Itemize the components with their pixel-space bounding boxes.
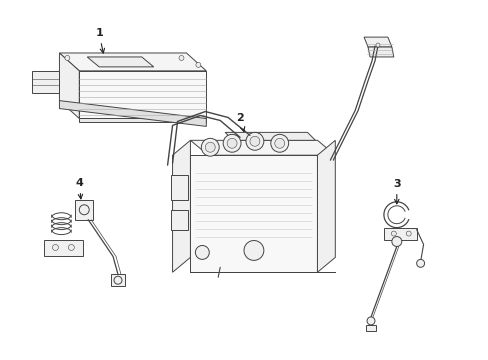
Circle shape bbox=[249, 136, 259, 146]
Circle shape bbox=[196, 62, 201, 67]
Text: 4: 4 bbox=[75, 178, 83, 199]
Polygon shape bbox=[364, 37, 391, 47]
Circle shape bbox=[270, 134, 288, 152]
Polygon shape bbox=[32, 71, 60, 93]
Text: 3: 3 bbox=[392, 179, 400, 204]
Polygon shape bbox=[79, 71, 206, 118]
Polygon shape bbox=[79, 118, 206, 122]
Circle shape bbox=[79, 205, 89, 215]
Circle shape bbox=[245, 132, 264, 150]
Circle shape bbox=[406, 231, 410, 236]
Text: 1: 1 bbox=[95, 28, 104, 53]
Circle shape bbox=[391, 237, 401, 247]
Circle shape bbox=[223, 134, 241, 152]
Polygon shape bbox=[43, 239, 83, 256]
Circle shape bbox=[201, 138, 219, 156]
Polygon shape bbox=[87, 57, 153, 67]
Polygon shape bbox=[170, 175, 188, 200]
Polygon shape bbox=[367, 47, 393, 57]
Circle shape bbox=[179, 55, 183, 60]
Circle shape bbox=[366, 317, 374, 325]
Circle shape bbox=[205, 142, 215, 152]
Polygon shape bbox=[60, 53, 206, 71]
Polygon shape bbox=[75, 200, 93, 220]
Polygon shape bbox=[317, 140, 335, 272]
Polygon shape bbox=[111, 274, 124, 286]
Circle shape bbox=[375, 43, 379, 47]
Circle shape bbox=[52, 244, 59, 251]
Polygon shape bbox=[383, 228, 416, 239]
Polygon shape bbox=[190, 155, 317, 272]
Circle shape bbox=[226, 138, 237, 148]
Circle shape bbox=[274, 138, 284, 148]
Polygon shape bbox=[190, 140, 335, 155]
Circle shape bbox=[244, 240, 264, 260]
Circle shape bbox=[390, 231, 395, 236]
Circle shape bbox=[68, 244, 74, 251]
Polygon shape bbox=[60, 100, 206, 126]
Polygon shape bbox=[224, 132, 315, 140]
Polygon shape bbox=[172, 140, 190, 272]
Circle shape bbox=[416, 260, 424, 267]
Polygon shape bbox=[170, 210, 188, 230]
Circle shape bbox=[195, 246, 209, 260]
Polygon shape bbox=[366, 325, 375, 331]
Text: 2: 2 bbox=[236, 113, 244, 131]
Circle shape bbox=[65, 55, 70, 60]
Circle shape bbox=[114, 276, 122, 284]
Polygon shape bbox=[60, 53, 79, 118]
